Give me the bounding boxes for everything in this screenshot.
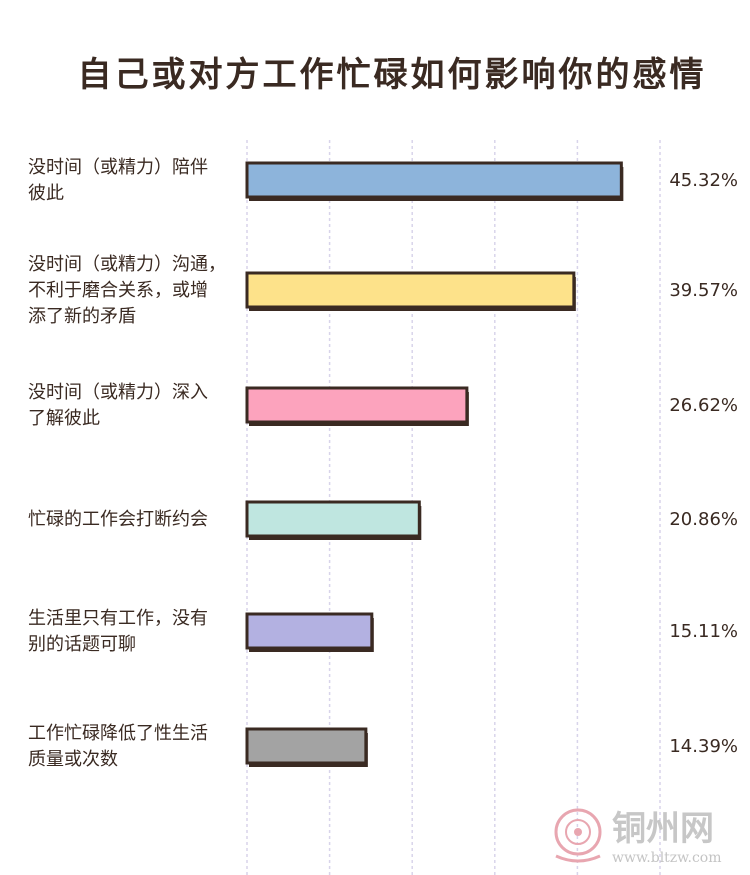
value-label: 39.57% (669, 280, 738, 301)
category-label: 彼此 (28, 183, 64, 204)
value-label: 26.62% (669, 395, 738, 416)
category-label: 添了新的矛盾 (28, 306, 136, 327)
value-labels: 45.32% 39.57% 26.62% 20.86% 15.11% 14.39% (669, 170, 738, 757)
value-label: 45.32% (669, 170, 738, 191)
value-label: 15.11% (669, 621, 738, 642)
chart-title: 自己或对方工作忙碌如何影响你的感情 (78, 55, 707, 95)
category-label: 没时间（或精力）陪伴 (28, 157, 208, 178)
category-label: 质量或次数 (28, 749, 118, 770)
watermark-site-name: 铜州网 (612, 809, 714, 849)
bar-1 (245, 161, 623, 199)
category-label: 没时间（或精力）沟通， (28, 254, 226, 275)
value-label: 20.86% (669, 509, 738, 530)
bar-6 (245, 727, 368, 765)
category-label: 不利于磨合关系，或增 (28, 280, 208, 301)
bars (245, 161, 624, 767)
category-label: 忙碌的工作会打断约会 (28, 509, 208, 530)
category-label: 别的话题可聊 (28, 634, 136, 655)
watermark-url: www.bltzw.com (612, 850, 722, 866)
bar-5 (245, 612, 374, 650)
bar-4 (245, 500, 421, 538)
watermark-logo-icon (554, 808, 602, 863)
category-label: 生活里只有工作，没有 (28, 608, 208, 629)
category-label: 没时间（或精力）深入 (28, 382, 208, 403)
value-label: 14.39% (669, 736, 738, 757)
category-label: 工作忙碌降低了性生活 (28, 723, 208, 744)
bar-3 (245, 386, 469, 424)
bar-2 (245, 271, 576, 309)
category-label: 了解彼此 (28, 408, 100, 429)
watermark: 铜州网 www.bltzw.com (554, 808, 722, 866)
